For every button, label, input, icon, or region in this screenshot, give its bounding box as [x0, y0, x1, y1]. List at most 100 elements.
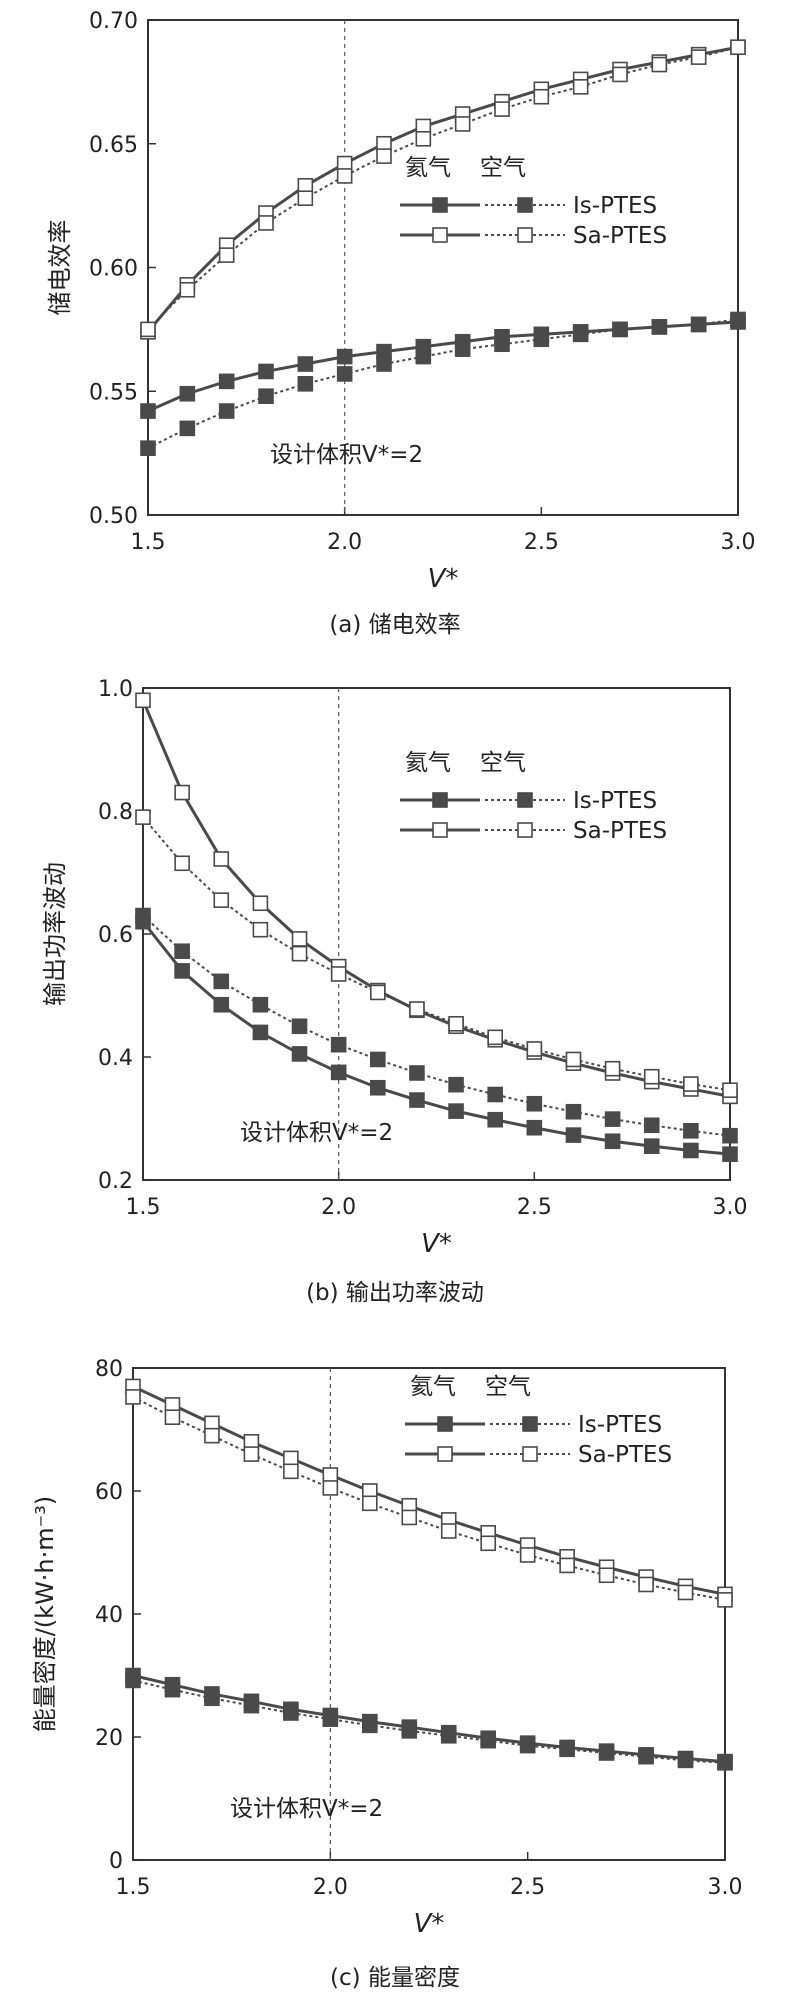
- data-point: [559, 1557, 575, 1574]
- data-point: [322, 1480, 339, 1496]
- data-point: [213, 892, 230, 908]
- data-point: [717, 1755, 733, 1771]
- data-point: [604, 1133, 621, 1150]
- data-point: [164, 1681, 181, 1698]
- data-point: [291, 1018, 308, 1035]
- y-tick-label: 0.60: [89, 257, 138, 282]
- data-point: [297, 356, 314, 372]
- data-point: [179, 281, 196, 298]
- data-point: [409, 1065, 425, 1081]
- data-point: [604, 1060, 621, 1077]
- x-tick-label: 2.5: [510, 1875, 545, 1900]
- data-point: [440, 1727, 457, 1744]
- x-axis-label: V*: [421, 1229, 452, 1259]
- x-tick-label: 2.0: [321, 1195, 356, 1220]
- series-line: [141, 920, 731, 1156]
- data-point: [243, 1697, 260, 1714]
- data-point: [730, 311, 746, 328]
- x-axis-label: V*: [414, 1909, 445, 1939]
- data-point: [135, 692, 151, 709]
- y-tick-label: 1.0: [98, 677, 133, 702]
- data-point: [722, 1082, 738, 1099]
- data-point: [369, 984, 386, 1001]
- data-point: [612, 321, 628, 338]
- design-annotation: 设计体积V*=2: [230, 1796, 383, 1822]
- legend-marker-dotted: [522, 1446, 538, 1462]
- data-point: [487, 1029, 504, 1046]
- series-line: [142, 914, 731, 1137]
- data-point: [179, 385, 196, 402]
- data-point: [722, 1127, 738, 1144]
- data-point: [598, 1567, 615, 1584]
- legend: 氦气 空气 Is-PTES Sa-PTES: [405, 1374, 672, 1468]
- data-point: [409, 1001, 425, 1017]
- data-point: [258, 363, 274, 380]
- data-point: [454, 341, 471, 357]
- data-point: [291, 945, 308, 962]
- y-tick-label: 40: [95, 1603, 123, 1628]
- series-line: [141, 699, 731, 1098]
- data-point: [487, 1111, 504, 1128]
- legend-label: Sa-PTES: [578, 1442, 672, 1468]
- series-line: [147, 46, 739, 331]
- data-point: [690, 49, 707, 65]
- y-tick-label: 0.2: [98, 1169, 133, 1194]
- data-point: [677, 1752, 694, 1769]
- data-point: [174, 943, 190, 960]
- data-point: [243, 1446, 260, 1462]
- legend-label: Sa-PTES: [573, 223, 667, 249]
- data-point: [480, 1732, 497, 1749]
- data-point: [638, 1576, 654, 1593]
- chart-3: 0 20 40 60 80 1.5 2.0 2.5 3.0 V* 能量密度/(kW·h·m⁻³) (c…: [31, 1357, 743, 1991]
- data-point: [258, 388, 274, 405]
- legend-marker-dotted: [517, 792, 533, 808]
- data-point: [213, 973, 230, 990]
- y-axis-label: 能量密度/(kW·h·m⁻³): [31, 1496, 59, 1733]
- data-point: [401, 1509, 418, 1526]
- data-point: [336, 168, 353, 184]
- data-point: [330, 966, 347, 982]
- chart-2: 0.2 0.4 0.6 0.8 1.0 1.5 2.0 2.5 3.0 V* 输出功率波动 (b) 输…: [41, 677, 748, 1306]
- design-annotation: 设计体积V*=2: [270, 442, 423, 468]
- x-tick-label: 1.5: [126, 1195, 161, 1220]
- x-tick-label: 2.5: [524, 530, 559, 555]
- series-4: [140, 39, 746, 338]
- data-point: [519, 1737, 536, 1754]
- data-point: [297, 190, 314, 206]
- series-line: [132, 1679, 726, 1764]
- y-tick-label: 20: [95, 1726, 123, 1751]
- data-point: [604, 1111, 621, 1127]
- legend-header-solid: 氦气: [405, 155, 451, 181]
- data-point: [330, 1036, 347, 1053]
- series-4: [125, 1389, 733, 1608]
- x-axis-label: V*: [428, 564, 459, 594]
- y-tick-label: 0.65: [89, 133, 138, 158]
- legend-marker-solid: [432, 822, 448, 838]
- y-axis-label: 输出功率波动: [41, 862, 69, 1006]
- y-tick-label: 80: [95, 1357, 123, 1382]
- data-point: [291, 931, 308, 947]
- series-2: [140, 311, 746, 456]
- data-point: [135, 809, 151, 825]
- data-point: [252, 1024, 269, 1041]
- data-point: [598, 1745, 615, 1761]
- data-point: [174, 963, 190, 979]
- y-tick-label: 0.6: [98, 923, 133, 948]
- legend-marker-solid: [437, 1416, 453, 1432]
- data-point: [526, 1095, 543, 1112]
- data-point: [683, 1142, 699, 1159]
- legend-marker-solid: [432, 197, 448, 213]
- data-point: [283, 1450, 299, 1467]
- data-point: [218, 247, 235, 263]
- y-tick-label: 0.4: [98, 1046, 133, 1071]
- data-point: [369, 1079, 386, 1096]
- data-point: [376, 148, 392, 164]
- y-tick-label: 0.50: [89, 504, 138, 529]
- data-point: [330, 1064, 347, 1081]
- x-tick-label: 1.5: [131, 530, 166, 555]
- x-tick-label: 1.5: [116, 1875, 151, 1900]
- data-point: [572, 326, 589, 343]
- y-tick-label: 0.55: [89, 380, 138, 405]
- data-point: [526, 1119, 543, 1136]
